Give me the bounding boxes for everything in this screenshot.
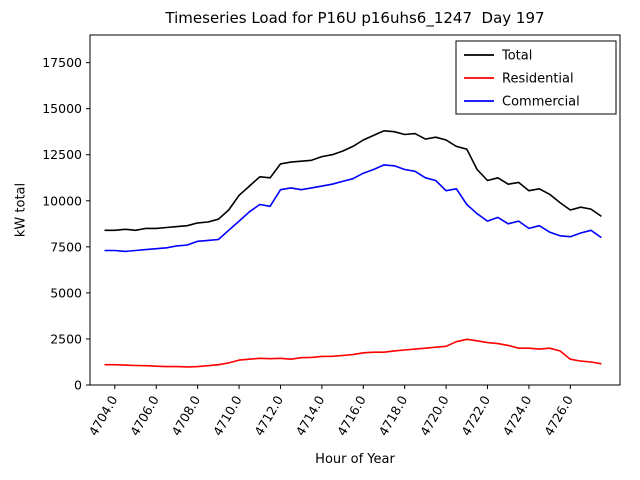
- y-tick-label: 12500: [42, 147, 82, 162]
- y-tick-label: 17500: [42, 55, 82, 70]
- y-tick-label: 2500: [50, 331, 82, 346]
- x-tick-label: 4716.0: [334, 393, 369, 438]
- y-tick-label: 5000: [50, 285, 82, 300]
- axes-frame: [89, 34, 621, 386]
- x-tick-label: 4710.0: [210, 393, 245, 438]
- x-tick-label: 4724.0: [500, 393, 535, 438]
- x-tick-label: 4722.0: [458, 393, 493, 438]
- x-tick-label: 4712.0: [251, 393, 286, 438]
- x-tick-label: 4706.0: [127, 393, 162, 438]
- legend-label-commercial: Commercial: [502, 95, 580, 110]
- x-tick-label: 4714.0: [293, 393, 328, 438]
- chart-title: Timeseries Load for P16U p16uhs6_1247 Da…: [165, 9, 545, 27]
- y-tick-label: 0: [74, 378, 82, 393]
- x-axis-label: Hour of Year: [315, 452, 395, 467]
- legend-label-total: Total: [501, 49, 532, 64]
- x-tick-label: 4718.0: [375, 393, 410, 438]
- legend-label-residential: Residential: [502, 72, 574, 87]
- x-tick-label: 4704.0: [86, 393, 121, 438]
- x-tick-label: 4708.0: [168, 393, 203, 438]
- series-line-commercial: [104, 164, 602, 253]
- y-tick-label: 15000: [42, 101, 82, 116]
- x-tick-label: 4720.0: [417, 393, 452, 438]
- series-line-residential: [104, 338, 602, 368]
- y-tick-label: 7500: [50, 239, 82, 254]
- series-line-total: [104, 130, 602, 232]
- x-tick-label: 4726.0: [541, 393, 576, 438]
- y-tick-label: 10000: [42, 193, 82, 208]
